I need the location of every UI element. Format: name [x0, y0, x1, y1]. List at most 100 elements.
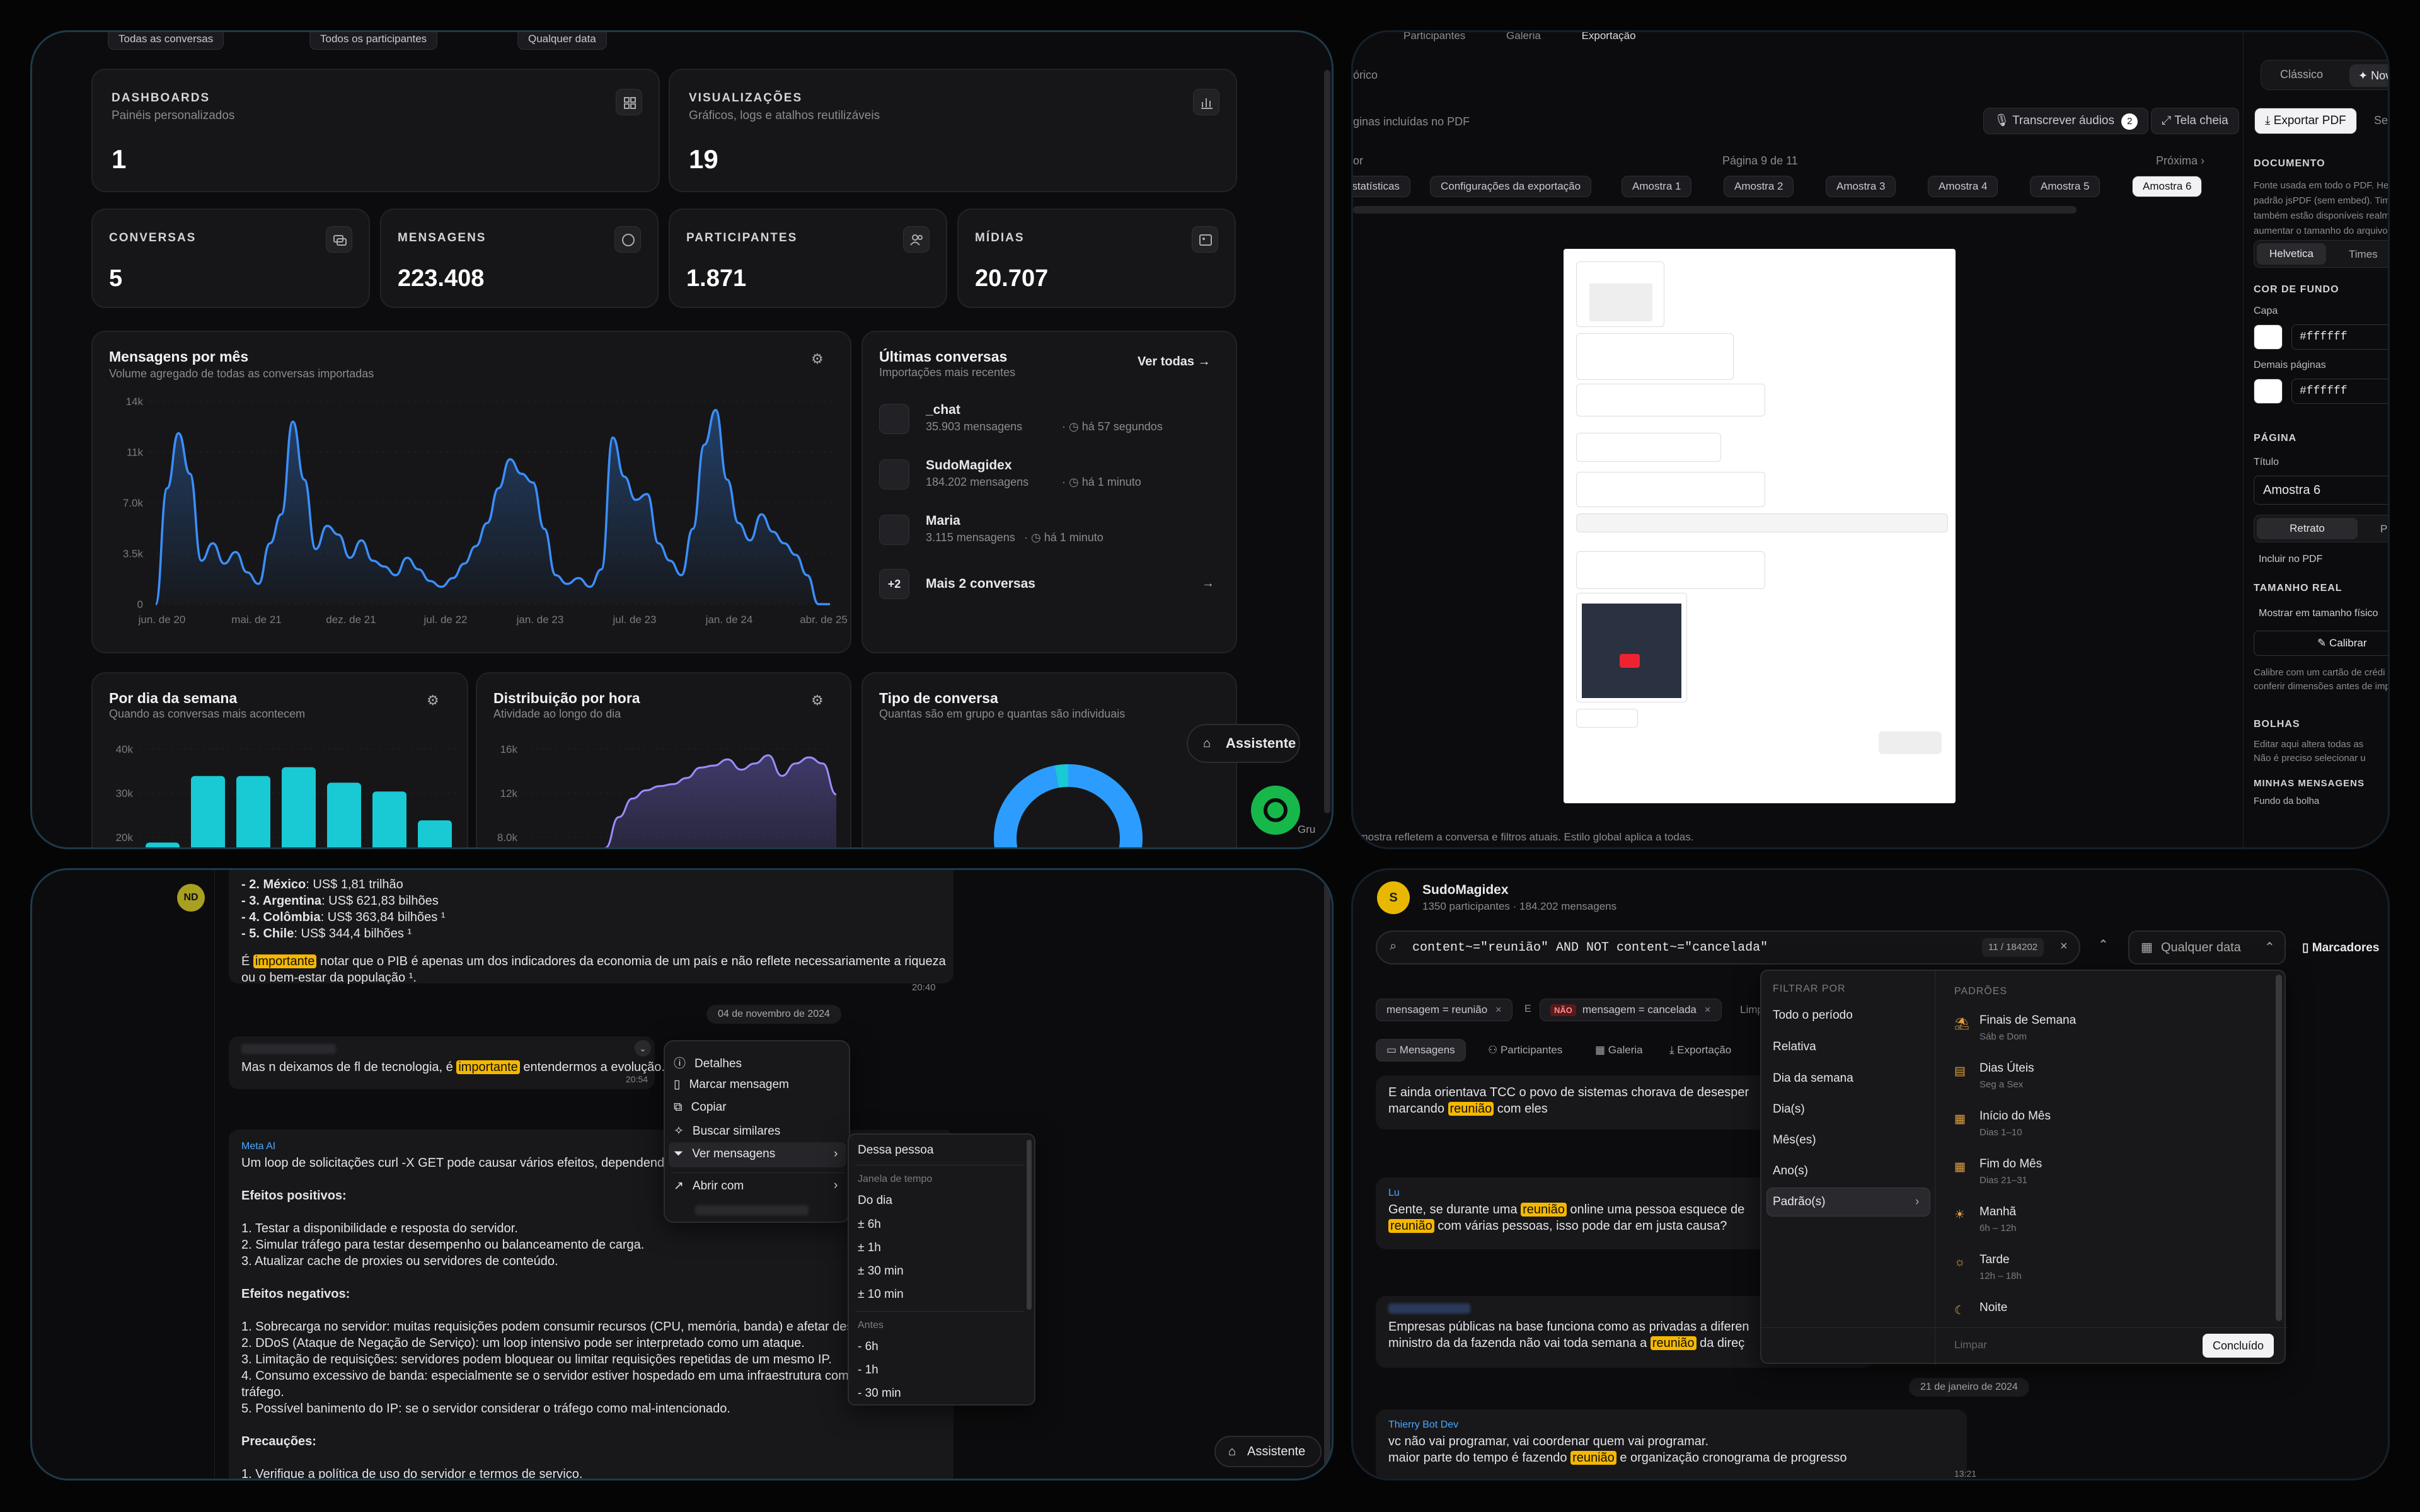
menu-item-similar[interactable]: ✧ Buscar similares: [674, 1125, 781, 1138]
scrollbar[interactable]: [2276, 975, 2282, 1321]
include-pdf-checkbox[interactable]: Incluir no PDF: [2259, 554, 2323, 564]
recent-item[interactable]: SudoMagidex 184.202 mensagens · ◷ há 1 m…: [879, 455, 1219, 497]
settings-icon[interactable]: ⚙: [427, 692, 439, 708]
filter-patterns[interactable]: Padrão(s): [1773, 1195, 1826, 1208]
scrollbar[interactable]: [1027, 1140, 1032, 1310]
filter-days[interactable]: Dia(s): [1773, 1102, 1805, 1116]
cover-color-input[interactable]: #ffffff: [2291, 324, 2388, 350]
filter-chip-not[interactable]: NÃO mensagem = cancelada ×: [1540, 999, 1722, 1021]
tab-export[interactable]: Exportação: [1581, 30, 1636, 42]
pages-color-input[interactable]: #ffffff: [2291, 379, 2388, 404]
menu-item-copy[interactable]: ⧉ Copiar: [674, 1101, 727, 1114]
export-pdf-button[interactable]: ⤓ Exportar PDF: [2254, 108, 2357, 134]
tab-messages[interactable]: ▭ Mensagens: [1376, 1039, 1466, 1062]
calibrate-button[interactable]: ✎ Calibrar: [2254, 631, 2388, 656]
menu-item-details[interactable]: ⓘ Detalhes: [674, 1057, 742, 1070]
date-filter-button[interactable]: ▦ Qualquer data ⌃: [2128, 931, 2286, 965]
section-tab[interactable]: Amostra 6: [2132, 176, 2203, 197]
mode-classic[interactable]: Clássico: [2280, 68, 2324, 81]
filter-date-pill[interactable]: Qualquer data: [517, 32, 607, 50]
menu-item-view-messages[interactable]: ⏷ Ver mensagens: [674, 1147, 776, 1160]
dashboards-card[interactable]: DASHBOARDS Painéis personalizados 1: [91, 69, 660, 192]
stat-card-messages[interactable]: MENSAGENS 223.408: [380, 209, 659, 308]
tab-gallery[interactable]: ▦ Galeria: [1595, 1044, 1643, 1056]
submenu-before-30min[interactable]: - 30 min: [858, 1387, 901, 1400]
message-bubble[interactable]: - 2. México: US$ 1,81 trilhão - 3. Argen…: [229, 870, 954, 985]
submenu-1h[interactable]: ± 1h: [858, 1241, 881, 1254]
assistant-button[interactable]: ⌂ Assistente: [1187, 724, 1300, 763]
see-all-link[interactable]: Ver todas →: [1138, 355, 1211, 369]
submenu-before-6h[interactable]: - 6h: [858, 1340, 879, 1353]
filter-weekday[interactable]: Dia da semana: [1773, 1072, 1853, 1085]
search-bar[interactable]: ⌕ content~="reunião" AND NOT content~="c…: [1376, 931, 2080, 965]
tab-participants[interactable]: ⚇ Participantes: [1488, 1044, 1563, 1056]
tab-gallery[interactable]: Galeria: [1506, 30, 1541, 42]
menu-item-open-with[interactable]: ↗ Abrir com: [674, 1179, 744, 1193]
scrollbar[interactable]: [1324, 70, 1330, 813]
section-tab[interactable]: Amostra 3: [1826, 176, 1896, 197]
chevron-up-icon[interactable]: ⌃: [2098, 938, 2109, 952]
tab-export[interactable]: ⤓ Exportação: [1669, 1044, 1732, 1056]
pattern-item[interactable]: Tarde: [1979, 1253, 2010, 1266]
recent-item[interactable]: _chat 35.903 mensagens · ◷ há 57 segundo…: [879, 400, 1219, 442]
stat-card-conversations[interactable]: CONVERSAS 5: [91, 209, 370, 308]
section-tab[interactable]: Configurações da exportação: [1430, 176, 1592, 197]
section-tab[interactable]: Amostra 1: [1622, 176, 1692, 197]
submenu-6h[interactable]: ± 6h: [858, 1218, 881, 1231]
filter-all-period[interactable]: Todo o período: [1773, 1009, 1853, 1022]
stat-card-media[interactable]: MÍDIAS 20.707: [957, 209, 1236, 308]
pattern-item[interactable]: Fim do Mês: [1979, 1157, 2043, 1171]
section-tab[interactable]: Estatísticas: [1353, 176, 1410, 197]
prev-button[interactable]: or: [1353, 154, 1364, 167]
submenu-this-person[interactable]: Dessa pessoa: [858, 1143, 934, 1157]
mode-new[interactable]: ✦ Novo: [2349, 64, 2388, 87]
tab-participants[interactable]: Participantes: [1403, 30, 1466, 42]
filter-participants-pill[interactable]: Todos os participantes: [309, 32, 438, 50]
filter-months[interactable]: Mês(es): [1773, 1133, 1816, 1147]
stat-card-participants[interactable]: PARTICIPANTES 1.871: [669, 209, 947, 308]
settings-icon[interactable]: ⚙: [811, 351, 824, 367]
real-size-option[interactable]: Mostrar em tamanho físico: [2259, 608, 2378, 619]
transcribe-audio-button[interactable]: 🎙 Transcrever áudios 2: [1983, 108, 2149, 134]
search-input[interactable]: content~="reunião" AND NOT content~="can…: [1412, 941, 1768, 955]
assistant-button[interactable]: ⌂ Assistente: [1214, 1436, 1322, 1467]
next-button[interactable]: Próxima ›: [2156, 154, 2205, 167]
font-times[interactable]: Times: [2349, 248, 2378, 260]
cover-color-swatch[interactable]: [2254, 324, 2283, 350]
section-tab[interactable]: Amostra 5: [2030, 176, 2100, 197]
horizontal-scrollbar[interactable]: [1353, 206, 2077, 214]
filter-relative[interactable]: Relativa: [1773, 1040, 1816, 1053]
section-tab[interactable]: Amostra 2: [1724, 176, 1794, 197]
chevron-down-icon[interactable]: ⌄: [635, 1040, 651, 1057]
pages-color-swatch[interactable]: [2254, 379, 2283, 404]
settings-icon[interactable]: ⚙: [811, 692, 824, 708]
visualizations-card[interactable]: VISUALIZAÇÕES Gráficos, logs e atalhos r…: [669, 69, 1237, 192]
title-input[interactable]: Amostra 6: [2254, 476, 2388, 505]
pattern-item[interactable]: Dias Úteis: [1979, 1062, 2034, 1075]
message-bubble[interactable]: Thierry Bot Dev vc não vai programar, va…: [1376, 1409, 1967, 1479]
orientation-portrait[interactable]: Retrato: [2257, 518, 2358, 539]
recent-item[interactable]: Maria 3.115 mensagens · ◷ há 1 minuto: [879, 511, 1219, 553]
clear-filters[interactable]: Limp: [1740, 1004, 1763, 1016]
submenu-30min[interactable]: ± 30 min: [858, 1264, 904, 1278]
section-tab[interactable]: Amostra 4: [1928, 176, 1998, 197]
pattern-item[interactable]: Início do Mês: [1979, 1109, 2051, 1123]
pattern-item[interactable]: Noite: [1979, 1301, 2008, 1314]
submenu-10min[interactable]: ± 10 min: [858, 1288, 904, 1301]
font-helvetica[interactable]: Helvetica: [2257, 243, 2326, 265]
orientation-landscape[interactable]: Pa: [2380, 523, 2388, 535]
bookmarks-button[interactable]: ▯ Marcadores: [2302, 941, 2380, 954]
scrollbar[interactable]: [1324, 883, 1330, 1469]
menu-item-bookmark[interactable]: ▯ Marcar mensagem: [674, 1078, 789, 1091]
message-bubble[interactable]: Meta AI Um loop de solicitações curl -X …: [229, 1130, 954, 1479]
pattern-item[interactable]: Finais de Semana: [1979, 1014, 2077, 1027]
filter-years[interactable]: Ano(s): [1773, 1164, 1808, 1177]
filter-chip[interactable]: mensagem = reunião ×: [1376, 999, 1512, 1021]
submenu-day[interactable]: Do dia: [858, 1194, 892, 1207]
clear-button[interactable]: Limpar: [1954, 1339, 1987, 1351]
submenu-before-1h[interactable]: - 1h: [858, 1363, 879, 1377]
fullscreen-button[interactable]: ⤢ Tela cheia: [2151, 108, 2239, 134]
message-bubble[interactable]: Mas n deixamos de fl de tecnologia, é im…: [229, 1036, 672, 1089]
close-icon[interactable]: ×: [2060, 939, 2068, 953]
filter-patterns-selected[interactable]: [1766, 1188, 1930, 1217]
